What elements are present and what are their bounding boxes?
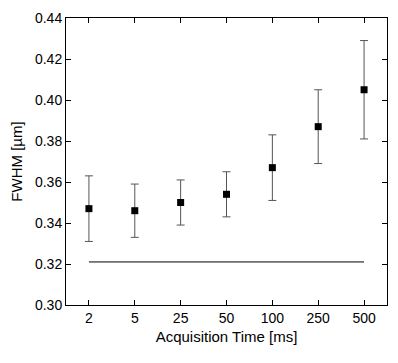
svg-text:0.42: 0.42: [35, 51, 62, 67]
svg-text:0.44: 0.44: [35, 10, 62, 26]
svg-text:0.38: 0.38: [35, 133, 62, 149]
svg-text:50: 50: [219, 310, 235, 326]
svg-text:0.34: 0.34: [35, 215, 62, 231]
svg-text:0.36: 0.36: [35, 174, 62, 190]
svg-text:0.40: 0.40: [35, 92, 62, 108]
svg-text:FWHM [µm]: FWHM [µm]: [8, 121, 25, 201]
svg-text:2: 2: [85, 310, 93, 326]
svg-text:0.30: 0.30: [35, 297, 62, 313]
svg-text:100: 100: [261, 310, 285, 326]
svg-text:500: 500: [352, 310, 376, 326]
svg-text:5: 5: [131, 310, 139, 326]
svg-text:0.32: 0.32: [35, 256, 62, 272]
svg-text:25: 25: [173, 310, 189, 326]
svg-text:250: 250: [307, 310, 331, 326]
svg-text:Acquisition Time [ms]: Acquisition Time [ms]: [156, 328, 298, 345]
